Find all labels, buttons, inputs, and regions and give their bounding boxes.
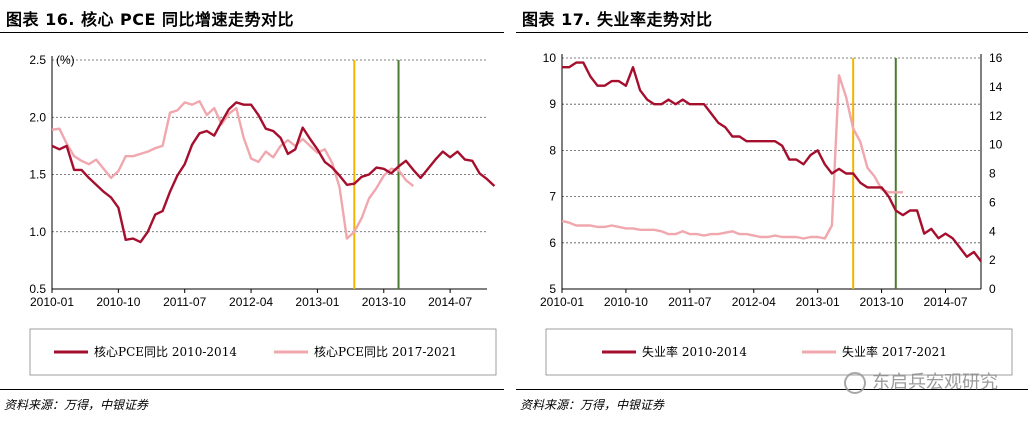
legend-box <box>29 328 497 376</box>
y-tick-label: 5 <box>549 282 556 296</box>
series-line <box>561 74 903 240</box>
x-tick-label: 2013-01 <box>796 295 840 309</box>
y-tick-label: 6 <box>549 236 556 250</box>
legend-label: 核心PCE同比 2017-2021 <box>314 345 457 359</box>
title-rule <box>0 32 504 33</box>
y-tick-label: 2.5 <box>29 53 46 67</box>
y-tick-label: 2.0 <box>29 110 46 124</box>
y2-tick-label: 12 <box>989 109 1003 123</box>
source-note: 资料来源：万得，中银证券 <box>520 398 665 412</box>
source-rule <box>0 389 504 390</box>
y-tick-label: 1.0 <box>29 225 46 239</box>
x-tick-label: 2011-07 <box>668 295 711 309</box>
x-tick-label: 2010-10 <box>604 295 648 309</box>
x-tick-label: 2013-10 <box>860 295 904 309</box>
source-note: 资料来源：万得，中银证券 <box>4 398 149 412</box>
unit-label: (%) <box>56 53 75 67</box>
x-tick-label: 2010-10 <box>96 295 140 309</box>
left-chart-panel: 图表 16. 核心 PCE 同比增速走势对比 0.5 1.0 1.5 2.0 2.5 (%… <box>0 0 504 433</box>
watermark-text: 东启兵宏观研究 <box>872 372 998 393</box>
title-rule <box>516 32 1028 33</box>
y2-tick-label: 2 <box>989 253 996 267</box>
y-tick-label: 1.5 <box>29 168 46 182</box>
chart-title: 图表 17. 失业率走势对比 <box>522 10 713 29</box>
y2-tick-label: 16 <box>989 51 1003 65</box>
y-tick-label: 7 <box>549 190 556 204</box>
legend-label: 核心PCE同比 2010-2014 <box>94 345 237 359</box>
y-tick-label: 8 <box>549 143 556 157</box>
x-tick-label: 2013-01 <box>295 295 339 309</box>
series-line <box>51 99 415 240</box>
x-tick-label: 2013-10 <box>362 295 406 309</box>
x-tick-label: 2012-04 <box>732 295 776 309</box>
y2-tick-label: 0 <box>989 282 996 296</box>
y-tick-label: 10 <box>543 51 557 65</box>
y-tick-label: 0.5 <box>29 282 46 296</box>
series-line <box>562 61 982 263</box>
x-tick-label: 2010-01 <box>540 295 584 309</box>
series-line <box>51 101 496 244</box>
x-tick-label: 2014-07 <box>923 295 967 309</box>
right-chart-panel: 图表 17. 失业率走势对比 5 6 7 8 9 10 0 2 4 6 8 10 12 14 16 2010-… <box>516 0 1028 433</box>
wechat-icon <box>844 372 866 394</box>
unemployment-chart: 5 6 7 8 9 10 0 2 4 6 8 10 12 14 16 2010-01 2010-10 2011-0… <box>540 51 1013 376</box>
y2-tick-label: 8 <box>989 167 996 181</box>
x-tick-label: 2011-07 <box>163 295 206 309</box>
y-tick-label: 9 <box>549 97 556 111</box>
legend-label: 失业率 2010-2014 <box>642 344 747 359</box>
pce-chart: 0.5 1.0 1.5 2.0 2.5 (%) 2010-01 2010-10 2011-07 2… <box>29 53 497 376</box>
chart-title: 图表 16. 核心 PCE 同比增速走势对比 <box>6 10 295 29</box>
y2-tick-label: 14 <box>989 80 1003 94</box>
x-tick-label: 2010-01 <box>30 295 74 309</box>
y2-tick-label: 6 <box>989 195 996 209</box>
y2-tick-label: 10 <box>989 138 1003 152</box>
x-tick-label: 2012-04 <box>229 295 273 309</box>
legend-label: 失业率 2017-2021 <box>842 344 947 359</box>
y2-tick-label: 4 <box>989 224 996 238</box>
watermark: 东启兵宏观研究 <box>844 368 998 394</box>
source-rule <box>516 389 1028 390</box>
legend-box <box>545 328 1013 376</box>
x-tick-label: 2014-07 <box>428 295 472 309</box>
